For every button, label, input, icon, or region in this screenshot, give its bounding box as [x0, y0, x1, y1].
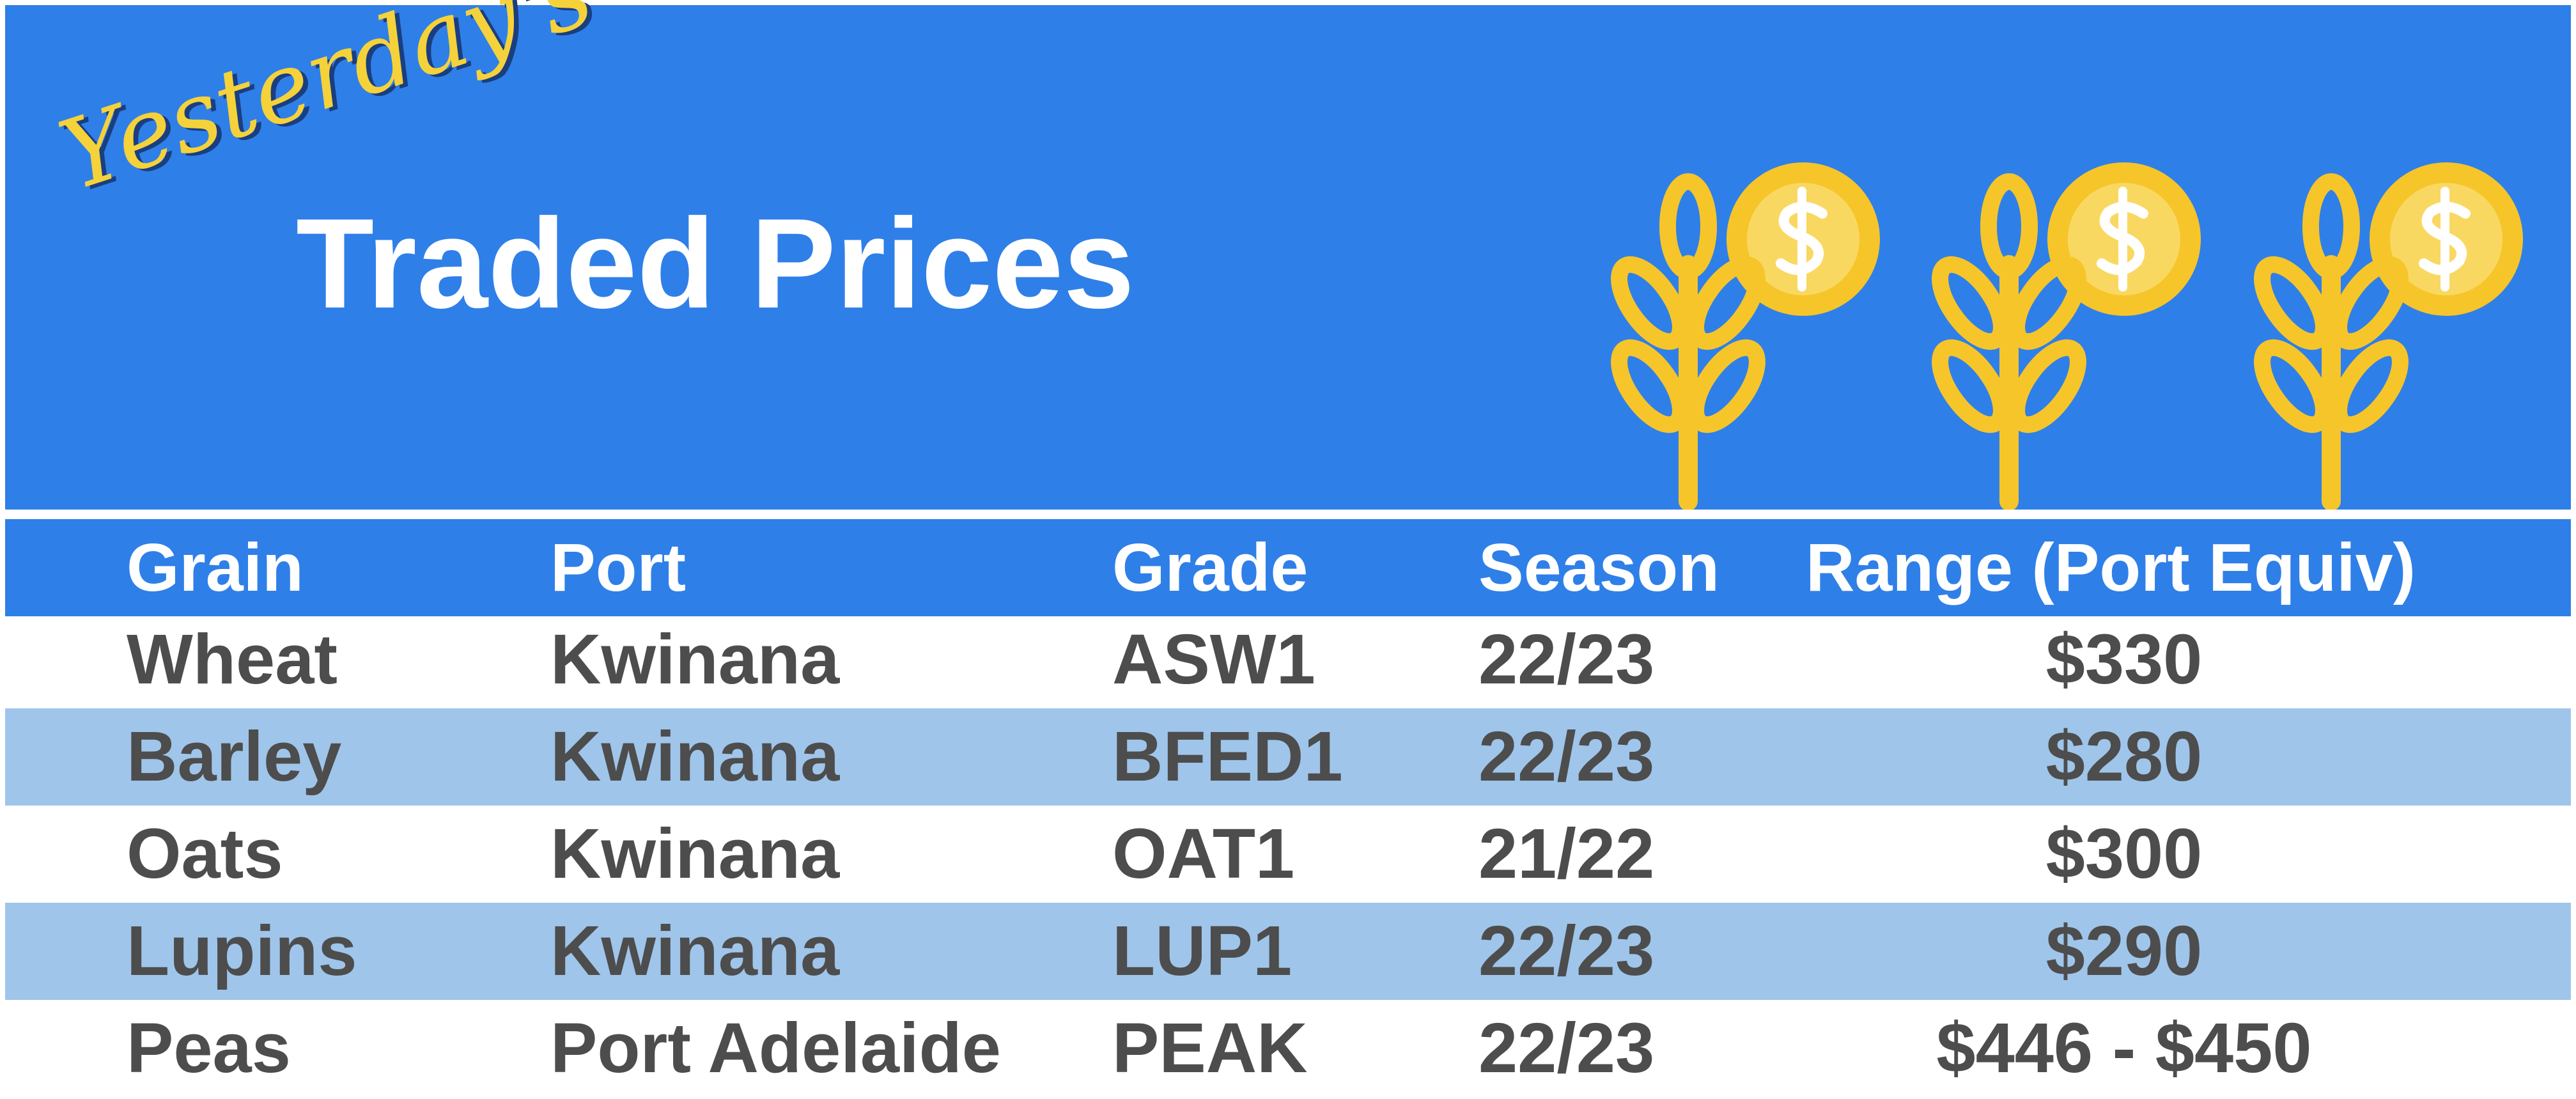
column-header: Grain — [127, 530, 304, 605]
table-cell: Kwinana — [550, 717, 840, 796]
table-cell: LUP1 — [1112, 912, 1292, 990]
table-cell: ASW1 — [1112, 620, 1315, 699]
table-row: Lupins Kwinana LUP1 22/23 $290 — [5, 903, 2571, 1000]
table-cell: $330 — [2045, 620, 2203, 699]
table-row: Wheat Kwinana ASW1 22/23 $330 — [5, 611, 2571, 708]
table-cell: 22/23 — [1478, 717, 1655, 796]
table-cell: $280 — [2045, 717, 2203, 796]
table-cell: Kwinana — [550, 912, 840, 990]
column-header: Range (Port Equiv) — [1806, 530, 2416, 605]
table-cell: OAT1 — [1112, 815, 1295, 893]
table-cell: Peas — [127, 1009, 291, 1087]
table-cell: Port Adelaide — [550, 1009, 1001, 1087]
table-cell: Oats — [127, 815, 283, 893]
wheat-coin-icon — [1608, 162, 1880, 501]
table-cell: 22/23 — [1478, 620, 1655, 699]
table-cell: 22/23 — [1478, 912, 1655, 990]
column-header: Grade — [1112, 530, 1308, 605]
table-row: Barley Kwinana BFED1 22/23 $280 — [5, 708, 2571, 806]
column-header: Season — [1478, 530, 1720, 605]
table-cell: BFED1 — [1112, 717, 1343, 796]
banner: Yesterday's Traded Prices — [5, 0, 2571, 510]
wheat-coin-icon — [2251, 162, 2523, 501]
table-cell: Kwinana — [550, 620, 840, 699]
table-cell: $446 - $450 — [1936, 1009, 2312, 1087]
table-cell: Wheat — [127, 620, 338, 699]
table-cell: PEAK — [1112, 1009, 1308, 1087]
table-cell: $290 — [2045, 912, 2203, 990]
table-cell: Kwinana — [550, 815, 840, 893]
table-row: Peas Port Adelaide PEAK 22/23 $446 - $450 — [5, 1000, 2571, 1097]
column-header: Port — [550, 530, 686, 605]
table-cell: 22/23 — [1478, 1009, 1655, 1087]
table-cell: Barley — [127, 717, 342, 796]
table-cell: 21/22 — [1478, 815, 1655, 893]
table-cell: $300 — [2045, 815, 2203, 893]
table-row: Oats Kwinana OAT1 21/22 $300 — [5, 806, 2571, 903]
wheat-coin-icon — [1928, 162, 2201, 501]
header-row: Grain Port Grade Season Range (Port Equiv) — [5, 519, 2571, 616]
table-cell: Lupins — [127, 912, 357, 990]
title: Traded Prices — [296, 192, 1135, 335]
